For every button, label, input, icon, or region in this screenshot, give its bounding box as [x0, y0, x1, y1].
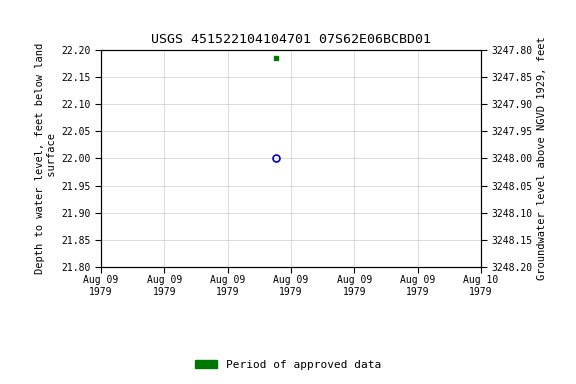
Y-axis label: Groundwater level above NGVD 1929, feet: Groundwater level above NGVD 1929, feet: [537, 36, 547, 280]
Legend: Period of approved data: Period of approved data: [191, 356, 385, 375]
Title: USGS 451522104104701 07S62E06BCBD01: USGS 451522104104701 07S62E06BCBD01: [151, 33, 431, 46]
Y-axis label: Depth to water level, feet below land
 surface: Depth to water level, feet below land su…: [35, 43, 57, 274]
